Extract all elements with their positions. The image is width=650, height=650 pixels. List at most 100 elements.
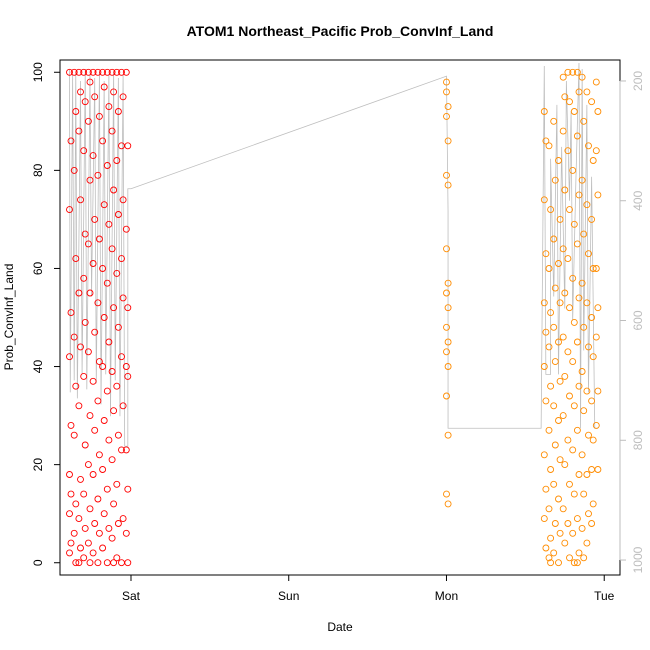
data-point [594,466,602,473]
data-point [540,363,548,370]
data-point [580,117,588,125]
data-point [118,255,125,263]
data-point [443,88,450,96]
data-point [592,421,600,429]
data-point [443,392,450,400]
data-point [555,157,562,164]
data-point [569,529,577,537]
chart-title: ATOM1 Northeast_Pacific Prob_ConvInf_Lan… [187,23,494,39]
data-point [67,490,75,498]
data-point [570,490,578,498]
data-point [67,309,75,317]
data-point [580,490,588,498]
data-point [103,485,111,493]
data-point [547,206,555,214]
data-point [110,407,118,415]
data-point [108,127,116,135]
data-point [589,500,597,508]
data-point [72,255,80,263]
data-point [578,279,586,287]
x-tick-label: Mon [435,589,458,603]
data-point [81,524,89,532]
data-point [70,333,78,341]
data-point [105,103,113,111]
data-point [80,147,88,155]
y-tick-label: 100 [31,62,45,82]
data-point [578,176,586,184]
data-point [91,93,99,101]
line-series [69,62,598,447]
data-point [77,196,84,204]
data-point [583,299,591,307]
data-point [113,68,121,76]
data-point [573,338,581,346]
data-point [103,559,111,567]
data-point [585,431,592,439]
data-point [108,534,116,542]
data-point [72,108,80,115]
data-point [89,152,97,160]
data-point [551,284,559,292]
data-point [575,294,583,302]
data-point [573,515,581,523]
data-point [86,559,94,567]
data-point [585,510,592,518]
data-point [569,446,577,454]
data-point [564,436,572,444]
data-point [569,166,577,174]
data-point [95,529,103,537]
data-point [86,78,94,86]
data-point [444,103,452,111]
data-point [585,142,592,150]
data-point [578,524,586,532]
data-point [100,83,108,91]
data-point [594,304,602,312]
data-point [585,250,592,258]
data-point [588,98,596,106]
data-point [573,559,581,567]
data-point [81,98,89,106]
data-point [550,235,558,243]
data-point [77,475,84,483]
data-point [124,142,132,150]
data-point [542,328,550,336]
data-point [444,304,452,312]
data-point [94,495,102,503]
data-point [103,387,111,395]
data-point [72,500,80,508]
data-point [443,289,450,297]
data-point [110,500,118,508]
data-point [542,485,550,493]
data-point [443,490,450,498]
data-point [556,215,564,223]
data-point [551,441,559,449]
data-point [99,265,107,272]
scatter-points [66,68,602,567]
y2-tick-label: 600 [631,310,645,330]
data-point [555,260,562,267]
data-point [542,544,550,552]
data-point [564,68,572,76]
data-point [89,260,97,267]
data-point [588,520,596,527]
data-point [443,323,450,331]
data-point [72,382,80,390]
data-point [99,363,107,370]
data-point [94,171,102,179]
data-point [559,127,567,135]
data-point [561,539,569,547]
data-point [564,255,572,263]
data-point [84,461,92,469]
data-point [555,559,562,567]
data-point [105,220,113,228]
data-point [566,304,573,312]
data-point [555,338,562,346]
y2-tick-label: 400 [631,190,645,210]
data-point [594,191,602,199]
data-point [443,171,450,179]
data-point [114,108,122,115]
data-point [575,471,583,478]
data-point [94,68,102,76]
data-point [86,505,94,513]
y-axis-label: Prob_ConvInf_Land [2,264,16,371]
